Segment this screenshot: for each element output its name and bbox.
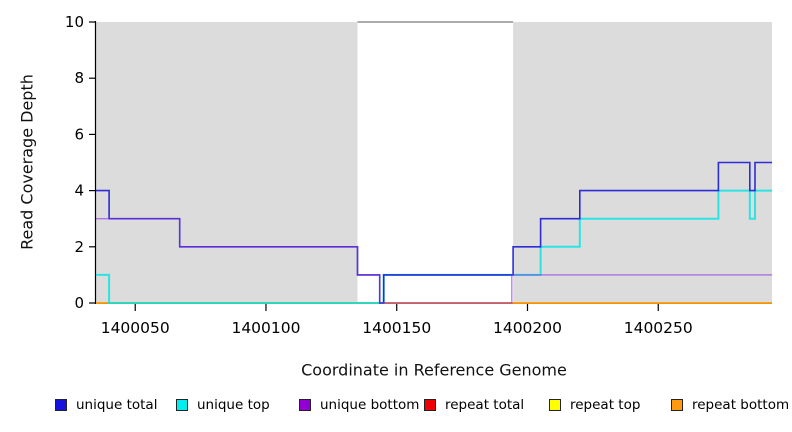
legend-swatch-repeat-top [549, 399, 561, 411]
series-line-unique-top [96, 189, 772, 304]
legend-item-repeat-bottom: repeat bottom [671, 394, 789, 416]
legend-item-repeat-top: repeat top [549, 394, 640, 416]
x-tick-label: 1400050 [101, 319, 170, 337]
legend: unique total unique top unique bottom repea… [0, 394, 792, 420]
x-tick-label: 1400100 [231, 319, 300, 337]
legend-label: repeat total [445, 397, 525, 413]
x-tick-label: 1400200 [493, 319, 562, 337]
legend-swatch-unique-bottom [299, 399, 311, 411]
legend-label: unique top [197, 397, 270, 413]
legend-swatch-unique-total [55, 399, 67, 411]
legend-item-unique-bottom: unique bottom [299, 394, 419, 416]
y-tick-label: 8 [74, 69, 84, 87]
legend-label: repeat top [570, 397, 641, 413]
y-tick-label: 0 [74, 294, 84, 312]
legend-item-repeat-total: repeat total [424, 394, 524, 416]
legend-label: unique total [76, 397, 158, 413]
legend-swatch-unique-top [176, 399, 188, 411]
legend-label: unique bottom [320, 397, 420, 413]
legend-swatch-repeat-total [424, 399, 436, 411]
y-tick-label: 10 [65, 13, 84, 31]
repeat-region-1-shade [96, 22, 358, 303]
coverage-plot-canvas: 0 2 4 6 8 10 1400050 1400100 1400150 1400200 14002… [65, 13, 772, 337]
legend-item-unique-top: unique top [176, 394, 270, 416]
x-tick-label: 1400150 [362, 319, 431, 337]
x-tick-label: 1400250 [624, 319, 693, 337]
x-axis-title: Coordinate in Reference Genome [301, 360, 567, 380]
y-tick-label: 2 [74, 238, 84, 256]
series-line-unique-bottom [96, 218, 772, 304]
legend-item-unique-total: unique total [55, 394, 157, 416]
y-tick-label: 4 [74, 182, 84, 200]
y-tick-label: 6 [74, 125, 84, 143]
legend-swatch-repeat-bottom [671, 399, 683, 411]
y-axis-title: Read Coverage Depth [17, 74, 37, 250]
legend-label: repeat bottom [692, 397, 790, 413]
